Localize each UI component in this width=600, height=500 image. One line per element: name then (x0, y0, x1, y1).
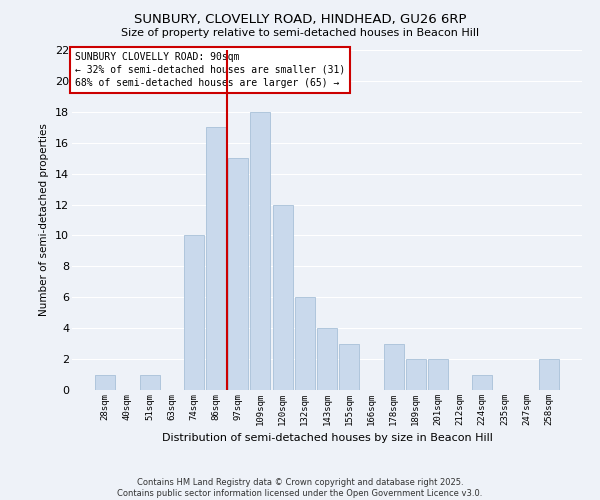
Text: SUNBURY CLOVELLY ROAD: 90sqm
← 32% of semi-detached houses are smaller (31)
68% : SUNBURY CLOVELLY ROAD: 90sqm ← 32% of se… (74, 52, 345, 88)
Text: Contains HM Land Registry data © Crown copyright and database right 2025.
Contai: Contains HM Land Registry data © Crown c… (118, 478, 482, 498)
Bar (428, 359, 448, 390)
Text: SUNBURY, CLOVELLY ROAD, HINDHEAD, GU26 6RP: SUNBURY, CLOVELLY ROAD, HINDHEAD, GU26 6… (134, 12, 466, 26)
Bar (95, 374, 115, 390)
Y-axis label: Number of semi-detached properties: Number of semi-detached properties (40, 124, 49, 316)
X-axis label: Distribution of semi-detached houses by size in Beacon Hill: Distribution of semi-detached houses by … (161, 434, 493, 444)
Bar (339, 344, 359, 390)
Bar (206, 128, 226, 390)
Bar (228, 158, 248, 390)
Bar (406, 359, 426, 390)
Bar (295, 298, 315, 390)
Text: Size of property relative to semi-detached houses in Beacon Hill: Size of property relative to semi-detach… (121, 28, 479, 38)
Bar (250, 112, 271, 390)
Bar (140, 374, 160, 390)
Bar (383, 344, 404, 390)
Bar (539, 359, 559, 390)
Bar (272, 204, 293, 390)
Bar (184, 236, 204, 390)
Bar (317, 328, 337, 390)
Bar (472, 374, 492, 390)
